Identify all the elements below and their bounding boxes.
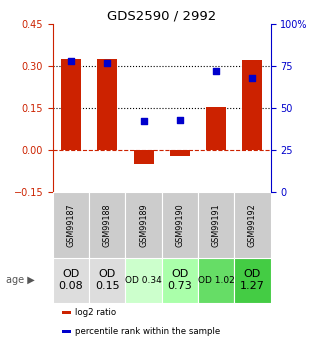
Text: OD
0.73: OD 0.73 <box>168 269 192 291</box>
Bar <box>62 311 71 314</box>
Bar <box>206 107 226 150</box>
Bar <box>97 59 117 150</box>
Bar <box>170 150 190 156</box>
Text: GSM99189: GSM99189 <box>139 203 148 247</box>
Point <box>250 75 255 81</box>
Text: log2 ratio: log2 ratio <box>75 308 116 317</box>
Bar <box>134 150 154 164</box>
Text: GSM99190: GSM99190 <box>175 203 184 247</box>
Text: age ▶: age ▶ <box>6 275 35 285</box>
Point <box>68 58 73 64</box>
Point <box>141 119 146 124</box>
Bar <box>234 192 271 258</box>
Bar <box>61 59 81 150</box>
Text: percentile rank within the sample: percentile rank within the sample <box>75 327 220 336</box>
Bar <box>62 331 71 333</box>
Text: OD 1.02: OD 1.02 <box>198 276 234 285</box>
Text: GSM99191: GSM99191 <box>212 203 220 247</box>
Bar <box>125 258 162 303</box>
Text: GSM99187: GSM99187 <box>67 203 76 247</box>
Point <box>105 60 110 66</box>
Bar <box>53 258 89 303</box>
Bar <box>234 258 271 303</box>
Point <box>177 117 182 122</box>
Bar <box>162 192 198 258</box>
Bar <box>198 192 234 258</box>
Bar <box>125 192 162 258</box>
Bar <box>89 192 125 258</box>
Text: OD
0.08: OD 0.08 <box>59 269 83 291</box>
Bar <box>89 258 125 303</box>
Title: GDS2590 / 2992: GDS2590 / 2992 <box>107 10 216 23</box>
Text: GSM99188: GSM99188 <box>103 203 112 247</box>
Bar <box>243 60 262 150</box>
Bar <box>198 258 234 303</box>
Point <box>214 68 219 74</box>
Text: OD
0.15: OD 0.15 <box>95 269 120 291</box>
Bar <box>53 192 89 258</box>
Text: GSM99192: GSM99192 <box>248 203 257 247</box>
Bar <box>162 258 198 303</box>
Text: OD 0.34: OD 0.34 <box>125 276 162 285</box>
Text: OD
1.27: OD 1.27 <box>240 269 265 291</box>
